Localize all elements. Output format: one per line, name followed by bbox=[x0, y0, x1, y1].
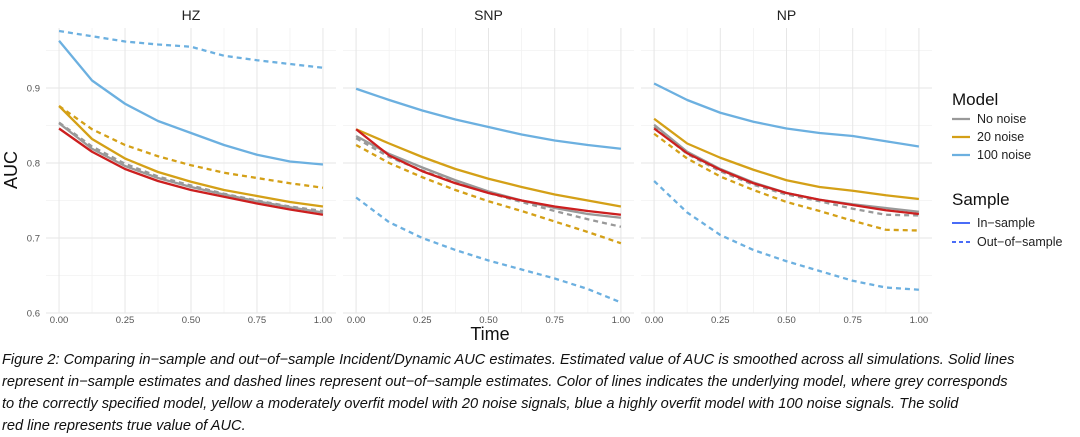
x-tick-label: 1.00 bbox=[314, 315, 333, 326]
series-line-100-noise-in-sample bbox=[355, 87, 622, 150]
y-tick-label: 0.7 bbox=[27, 234, 40, 245]
x-tick-label: 0.25 bbox=[116, 315, 135, 326]
y-tick-label: 0.9 bbox=[27, 84, 40, 95]
series-line-100-noise-in-sample bbox=[653, 82, 920, 148]
series-line-100-noise-in-sample bbox=[58, 40, 324, 166]
x-tick-label: 0.75 bbox=[248, 315, 267, 326]
x-tick-label: 0.00 bbox=[50, 315, 69, 326]
legend-label: 20 noise bbox=[977, 130, 1024, 144]
caption-line-2: represent in−sample estimates and dashed… bbox=[2, 374, 1008, 390]
legend-title-model: Model bbox=[952, 90, 998, 109]
caption-line-4: red line represents true value of AUC. bbox=[2, 418, 246, 434]
figure-caption: Figure 2: Comparing in−sample and out−of… bbox=[2, 349, 1078, 437]
plot-area: HZ 0.00 0.25 0.50 0.75 1.00 SNP 0.00 0.25 0.50 0.7… bbox=[1, 7, 932, 344]
caption-line-3: to the correctly specified model, yellow… bbox=[2, 396, 959, 412]
legend-label: Out−of−sample bbox=[977, 235, 1063, 249]
facet-panel-snp: SNP 0.00 0.25 0.50 0.75 1.00 bbox=[343, 7, 634, 326]
series-line-true-auc bbox=[653, 127, 920, 216]
x-tick-label: 1.00 bbox=[910, 315, 929, 326]
facet-title-snp: SNP bbox=[474, 7, 503, 23]
series-line-100-noise-out-of-sample bbox=[355, 196, 622, 304]
facet-title-np: NP bbox=[777, 7, 796, 23]
series-line-100-noise-out-of-sample bbox=[653, 180, 919, 291]
series-line-true-auc bbox=[58, 127, 324, 216]
legend-label: 100 noise bbox=[977, 148, 1031, 162]
x-tick-label: 0.00 bbox=[347, 315, 366, 326]
series-line-20-noise-in-sample bbox=[653, 117, 920, 201]
facet-panel-np: NP 0.00 0.25 0.50 0.75 1.00 bbox=[641, 7, 932, 326]
x-tick-label: 0.00 bbox=[645, 315, 664, 326]
series-line-20-noise-in-sample bbox=[355, 128, 622, 208]
legend-label: No noise bbox=[977, 112, 1026, 126]
series-line-no-noise-in-sample bbox=[58, 122, 324, 214]
y-tick-label: 0.6 bbox=[27, 309, 40, 320]
x-tick-label: 0.50 bbox=[777, 315, 796, 326]
x-tick-label: 0.50 bbox=[182, 315, 201, 326]
x-tick-label: 0.75 bbox=[843, 315, 862, 326]
series-line-true-auc bbox=[355, 128, 622, 216]
y-tick-label: 0.8 bbox=[27, 159, 40, 170]
x-tick-label: 0.75 bbox=[545, 315, 564, 326]
facet-panel-hz: HZ 0.00 0.25 0.50 0.75 1.00 bbox=[46, 7, 336, 326]
y-axis-title: AUC bbox=[1, 151, 21, 189]
legend: Model No noise 20 noise 100 noise Sample In−s… bbox=[952, 90, 1063, 249]
auc-faceted-line-chart: HZ 0.00 0.25 0.50 0.75 1.00 SNP 0.00 0.25 0.50 0.7… bbox=[1, 7, 1063, 344]
series-line-20-noise-out-of-sample bbox=[355, 143, 622, 245]
x-tick-label: 1.00 bbox=[612, 315, 631, 326]
series-line-20-noise-in-sample bbox=[58, 105, 324, 208]
x-tick-label: 0.25 bbox=[413, 315, 432, 326]
x-tick-label: 0.50 bbox=[479, 315, 498, 326]
x-axis-title: Time bbox=[470, 324, 509, 344]
legend-title-sample: Sample bbox=[952, 190, 1010, 209]
x-tick-label: 0.25 bbox=[711, 315, 730, 326]
series-line-20-noise-out-of-sample bbox=[58, 105, 324, 189]
facet-title-hz: HZ bbox=[182, 7, 201, 23]
series-line-no-noise-in-sample bbox=[355, 134, 622, 219]
legend-label: In−sample bbox=[977, 216, 1035, 230]
caption-line-1: Figure 2: Comparing in−sample and out−of… bbox=[2, 352, 1015, 368]
